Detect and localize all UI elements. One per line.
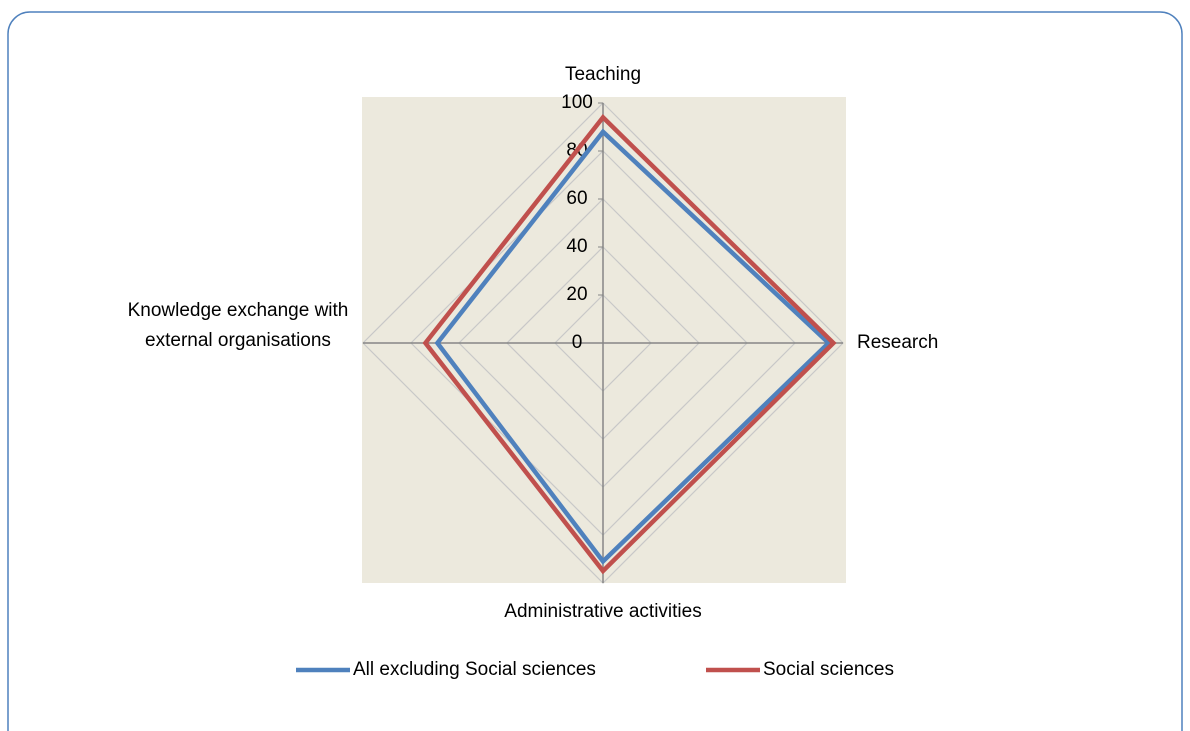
category-label: Teaching bbox=[565, 64, 641, 85]
y-tick-label: 0 bbox=[572, 332, 583, 353]
y-tick-label: 40 bbox=[566, 236, 587, 257]
legend-label: All excluding Social sciences bbox=[353, 659, 596, 680]
plot-area bbox=[362, 97, 846, 583]
series-line bbox=[422, 114, 837, 575]
category-label: Administrative activities bbox=[504, 601, 701, 622]
y-tick-label: 20 bbox=[566, 284, 587, 305]
category-label: Research bbox=[857, 332, 938, 353]
category-label: Knowledge exchange with external organis… bbox=[127, 300, 349, 351]
y-tick-label: 100 bbox=[561, 92, 593, 113]
series-line bbox=[434, 128, 832, 565]
legend-label: Social sciences bbox=[763, 659, 894, 680]
y-tick-label: 60 bbox=[566, 188, 587, 209]
